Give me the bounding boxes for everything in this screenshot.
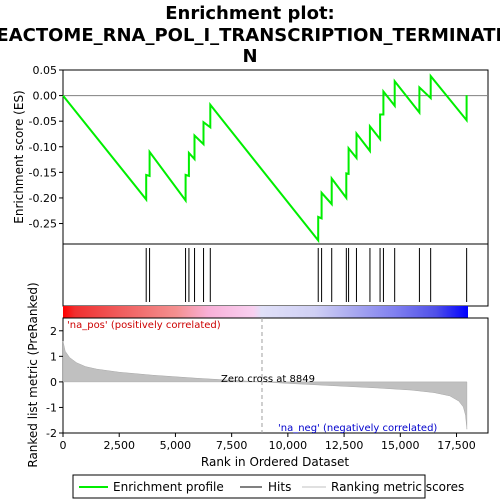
x-tick-label: 5,000 bbox=[160, 439, 192, 452]
chart-title-line3: N bbox=[242, 46, 257, 67]
es-panel-frame bbox=[62, 69, 489, 245]
x-tick-label: 2,500 bbox=[103, 439, 135, 452]
neg-corr-label: 'na_neg' (negatively correlated) bbox=[278, 423, 437, 434]
x-ticks: 0 2,500 5,000 7,500 10,000 12,500 15,000 17,500 bbox=[60, 433, 476, 452]
legend-enrichment-label: Enrichment profile bbox=[113, 480, 224, 494]
x-axis-label: Rank in Ordered Dataset bbox=[201, 455, 349, 469]
zero-cross-label: Zero cross at 8849 bbox=[221, 374, 315, 385]
metric-y-axis-label: Ranked list metric (PreRanked) bbox=[26, 282, 40, 467]
ranking-metric-area bbox=[62, 340, 468, 430]
chart-title-line1: Enrichment plot: bbox=[165, 3, 335, 24]
hits-panel-frame bbox=[62, 243, 489, 307]
es-y-tick-label: -0.15 bbox=[29, 166, 57, 179]
es-y-tick-label: 0.05 bbox=[33, 64, 58, 77]
es-y-tick-label: 0.00 bbox=[33, 90, 58, 103]
legend-metric-label: Ranking metric scores bbox=[331, 480, 464, 494]
es-y-tick-label: -0.20 bbox=[29, 192, 57, 205]
metric-y-tick-label: -2 bbox=[46, 427, 57, 440]
es-y-tick-label: -0.05 bbox=[29, 115, 57, 128]
metric-y-tick-label: 2 bbox=[50, 325, 57, 338]
chart-title-line2: REACTOME_RNA_POL_I_TRANSCRIPTION_TERMINA… bbox=[0, 25, 500, 46]
es-y-tick-label: -0.10 bbox=[29, 141, 57, 154]
x-tick-label: 0 bbox=[60, 439, 67, 452]
metric-y-ticks: 2 1 0 -1 -2 bbox=[46, 325, 63, 440]
metric-y-tick-label: 1 bbox=[50, 350, 57, 363]
x-tick-label: 17,500 bbox=[437, 439, 476, 452]
x-tick-label: 7,500 bbox=[216, 439, 248, 452]
es-y-tick-label: -0.25 bbox=[29, 218, 57, 231]
metric-y-tick-label: -1 bbox=[46, 401, 57, 414]
x-tick-label: 12,500 bbox=[325, 439, 364, 452]
es-y-ticks: 0.05 0.00 -0.05 -0.10 -0.15 -0.20 -0.25 bbox=[29, 64, 63, 231]
rank-color-bar bbox=[63, 306, 468, 318]
x-tick-label: 10,000 bbox=[269, 439, 308, 452]
hits-group bbox=[145, 248, 468, 302]
pos-corr-label: 'na_pos' (positively correlated) bbox=[67, 320, 221, 331]
legend-hits-label: Hits bbox=[268, 480, 291, 494]
x-tick-label: 15,000 bbox=[381, 439, 420, 452]
enrichment-profile-line bbox=[62, 73, 468, 244]
es-y-axis-label: Enrichment score (ES) bbox=[12, 90, 26, 223]
metric-y-tick-label: 0 bbox=[50, 376, 57, 389]
